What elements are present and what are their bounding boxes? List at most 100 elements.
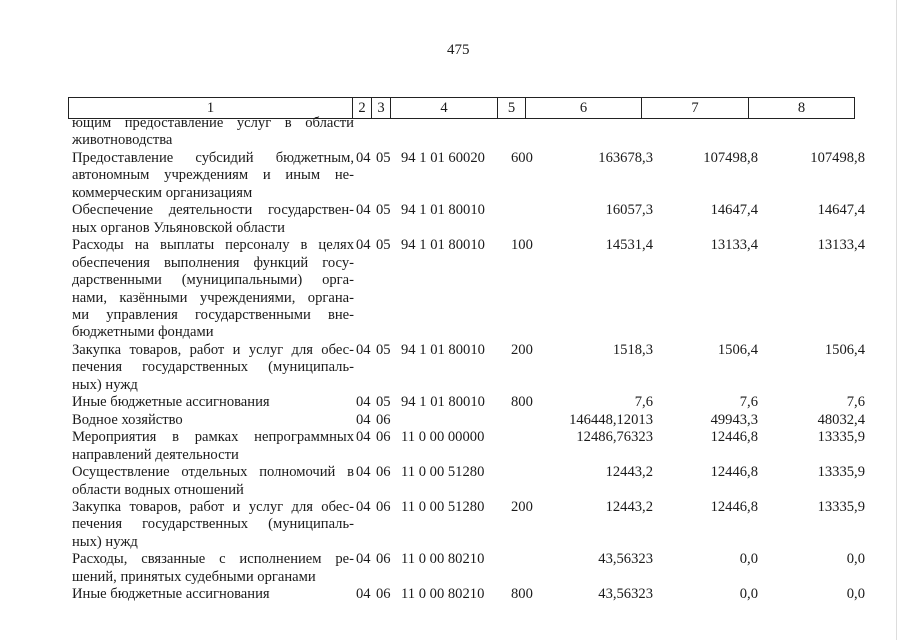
cell-c4: 11 0 00 80210 bbox=[401, 551, 485, 568]
cell-c8: 13335,9 bbox=[817, 498, 865, 515]
cell-c7 bbox=[653, 115, 758, 150]
cell-c7: 1506,4 bbox=[717, 341, 758, 358]
cell-c3: 05 bbox=[376, 341, 391, 358]
cell-c3: 05 bbox=[376, 394, 391, 411]
cell-c3: 06 bbox=[376, 464, 391, 481]
table-row: Закупка товаров, работ и услуг для обес-… bbox=[72, 499, 865, 551]
cell-c8: 13133,4 bbox=[817, 237, 865, 254]
cell-c3: 05 bbox=[376, 202, 391, 219]
description-line: области водных отношений bbox=[72, 481, 244, 498]
cell-c3: 05 bbox=[376, 149, 391, 166]
row-description: Предоставление субсидий бюджетным, автоно… bbox=[72, 150, 354, 202]
cell-c8: 7,6 bbox=[846, 394, 865, 411]
cell-c3: 06 bbox=[376, 586, 391, 603]
cell-c6: 12443,2 bbox=[605, 498, 653, 515]
row-description: Иные бюджетные ассигнования bbox=[72, 586, 354, 603]
cell-c7: 0,0 bbox=[739, 551, 758, 568]
cell-c4: 11 0 00 51280 bbox=[401, 498, 485, 515]
cell-c7: 12446,8 bbox=[710, 498, 758, 515]
row-description: Иные бюджетные ассигнования bbox=[72, 394, 354, 411]
cell-c7: 7,6 bbox=[739, 394, 758, 411]
cell-c2: 04 bbox=[356, 464, 371, 481]
row-description: Закупка товаров, работ и услуг для обес-… bbox=[72, 342, 354, 394]
table-row: Иные бюджетные ассигнования 04 05 94 1 01 8… bbox=[72, 394, 865, 411]
cell-c4: 94 1 01 80010 bbox=[401, 394, 485, 411]
description-line: автономным учреждениям и иным не- bbox=[72, 167, 354, 184]
row-description: Водное хозяйство bbox=[72, 412, 354, 429]
cell-c5: 800 bbox=[511, 586, 533, 603]
header-cell: 5 bbox=[498, 98, 526, 118]
row-description: Обеспечение деятельности государствен-ны… bbox=[72, 202, 354, 237]
cell-c5: 600 bbox=[511, 149, 533, 166]
cell-c6: 7,6 bbox=[634, 394, 653, 411]
cell-c8: 0,0 bbox=[846, 586, 865, 603]
cell-c3: 06 bbox=[376, 429, 391, 446]
cell-c4: 11 0 00 80210 bbox=[401, 586, 485, 603]
cell-c7: 0,0 bbox=[739, 586, 758, 603]
description-line: Водное хозяйство bbox=[72, 411, 183, 428]
description-line: бюджетными фондами bbox=[72, 324, 214, 341]
cell-c5 bbox=[511, 551, 541, 586]
row-description: ющим предоставление услуг в области живот… bbox=[72, 115, 354, 150]
cell-c4: 94 1 01 80010 bbox=[401, 237, 485, 254]
cell-c5: 200 bbox=[511, 341, 533, 358]
cell-c2: 04 bbox=[356, 429, 371, 446]
cell-c3: 06 bbox=[376, 551, 391, 568]
row-description: Расходы, связанные с исполнением ре-шени… bbox=[72, 551, 354, 586]
table-row: Закупка товаров, работ и услуг для обес-… bbox=[72, 342, 865, 394]
scan-edge bbox=[896, 0, 897, 640]
description-line: Иные бюджетные ассигнования bbox=[72, 394, 270, 411]
page-number: 475 bbox=[447, 42, 470, 58]
cell-c7: 14647,4 bbox=[710, 202, 758, 219]
header-cell: 4 bbox=[391, 98, 498, 118]
cell-c6: 16057,3 bbox=[605, 202, 653, 219]
cell-c2: 04 bbox=[356, 411, 371, 428]
description-line: ных) нужд bbox=[72, 376, 138, 393]
cell-c5: 100 bbox=[511, 237, 533, 254]
cell-c3: 06 bbox=[376, 411, 391, 428]
cell-c6: 14531,4 bbox=[605, 237, 653, 254]
table-row: Водное хозяйство 04 06 146448,12013 49943,3 4… bbox=[72, 412, 865, 429]
description-line: Предоставление субсидий бюджетным, bbox=[72, 149, 354, 166]
cell-c2: 04 bbox=[356, 551, 371, 568]
description-line: ющим предоставление услуг в области bbox=[72, 115, 354, 131]
description-line: Расходы на выплаты персоналу в целях bbox=[72, 237, 354, 254]
cell-c8: 13335,9 bbox=[817, 429, 865, 446]
row-description: Мероприятия в рамках непрограммных направ… bbox=[72, 429, 354, 464]
header-cell: 8 bbox=[797, 100, 806, 116]
table-row: Осуществление отдельных полномочий в обла… bbox=[72, 464, 865, 499]
cell-c4 bbox=[396, 115, 511, 150]
cell-c2: 04 bbox=[356, 498, 371, 515]
description-line: нами, казёнными учреждениями, органа- bbox=[72, 289, 354, 306]
description-line: Закупка товаров, работ и услуг для обес- bbox=[72, 341, 354, 358]
table-row: Иные бюджетные ассигнования 04 06 11 0 00 8… bbox=[72, 586, 865, 603]
row-description: Закупка товаров, работ и услуг для обес-… bbox=[72, 499, 354, 551]
cell-c3 bbox=[376, 115, 396, 150]
cell-c8: 48032,4 bbox=[817, 411, 865, 428]
cell-c2: 04 bbox=[356, 149, 371, 166]
cell-c5 bbox=[511, 429, 541, 464]
cell-c5: 200 bbox=[511, 498, 533, 515]
table-row: Расходы, связанные с исполнением ре-шени… bbox=[72, 551, 865, 586]
description-line: ми управления государственными вне- bbox=[72, 306, 354, 323]
cell-c7: 12446,8 bbox=[710, 429, 758, 446]
description-line: ных органов Ульяновской области bbox=[72, 219, 285, 236]
description-line: Расходы, связанные с исполнением ре- bbox=[72, 551, 354, 568]
description-line: животноводства bbox=[72, 132, 173, 149]
cell-c4: 94 1 01 80010 bbox=[401, 341, 485, 358]
cell-c8: 0,0 bbox=[846, 551, 865, 568]
description-line: печения государственных (муниципаль- bbox=[72, 359, 354, 376]
cell-c5 bbox=[511, 412, 541, 429]
cell-c2: 04 bbox=[356, 202, 371, 219]
cell-c3: 05 bbox=[376, 237, 391, 254]
cell-c5 bbox=[511, 202, 541, 237]
header-cell: 2 bbox=[353, 98, 372, 118]
description-line: обеспечения выполнения функций госу- bbox=[72, 254, 354, 271]
cell-c6: 12486,76323 bbox=[576, 429, 653, 446]
cell-c6: 163678,3 bbox=[598, 149, 653, 166]
description-line: дарственными (муниципальными) орга- bbox=[72, 272, 354, 289]
description-line: Мероприятия в рамках непрограммных bbox=[72, 429, 354, 446]
cell-c6: 43,56323 bbox=[598, 551, 653, 568]
cell-c8: 107498,8 bbox=[810, 149, 865, 166]
cell-c7: 13133,4 bbox=[710, 237, 758, 254]
